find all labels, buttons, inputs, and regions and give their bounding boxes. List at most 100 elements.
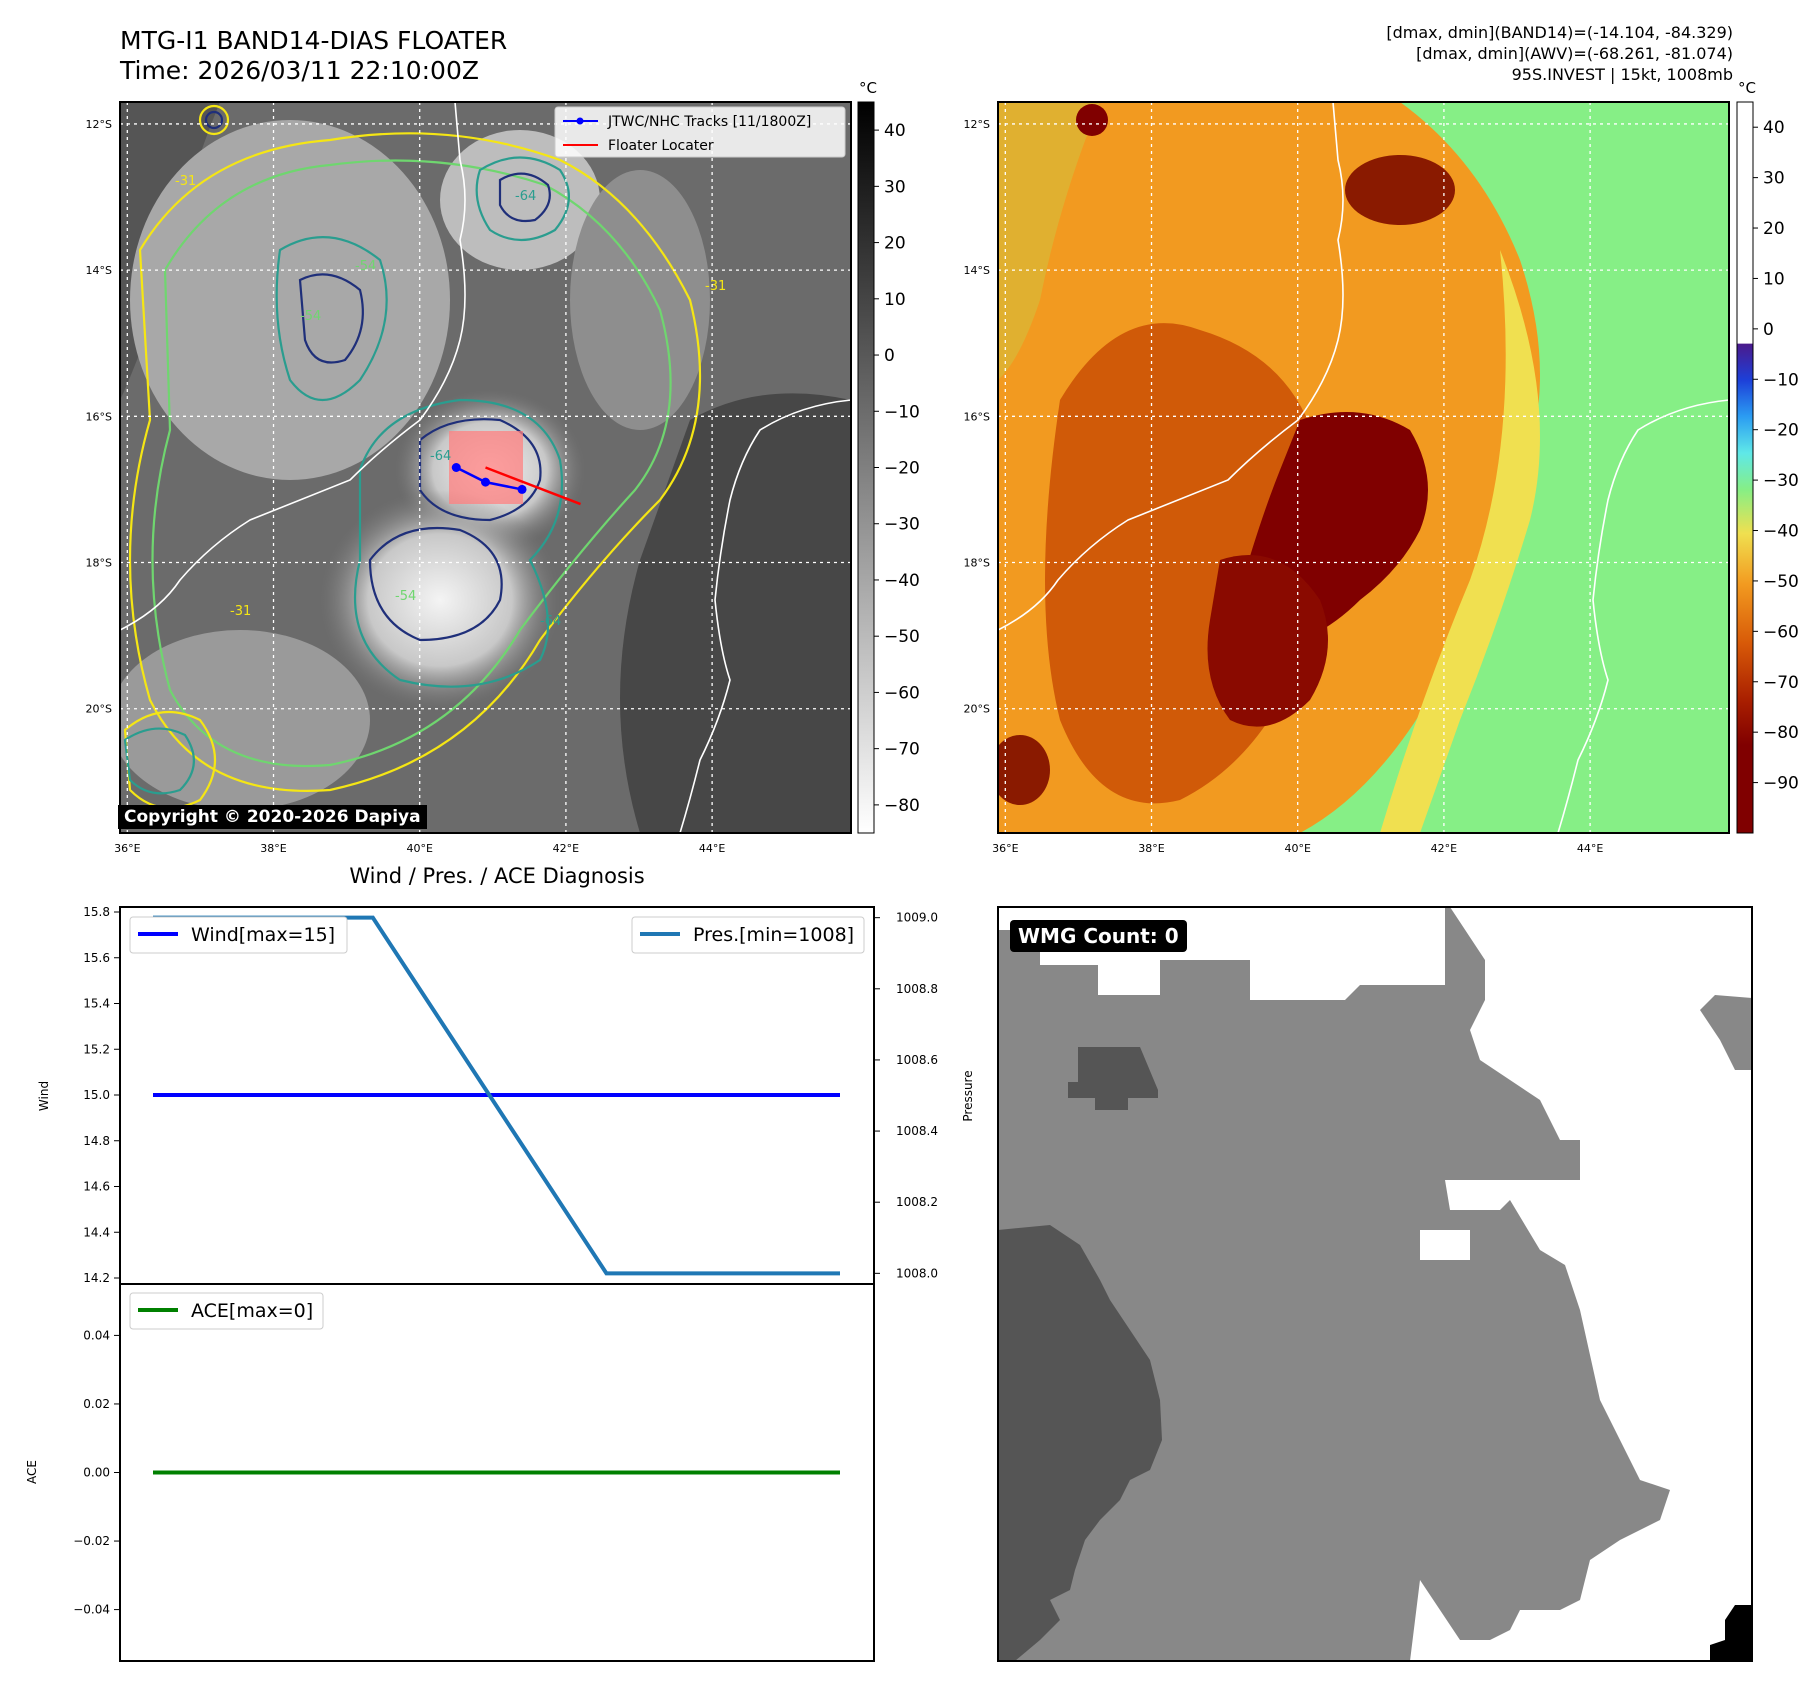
ir-colorbar-tick-label: −50 bbox=[884, 627, 920, 647]
wind-tick-label: 15.6 bbox=[83, 951, 110, 965]
jtwc-track-point bbox=[451, 463, 461, 472]
contour-navy-band bbox=[298, 273, 364, 364]
awv-nw-cell bbox=[1076, 104, 1108, 136]
awv-colorbar-tick-label: 20 bbox=[1763, 219, 1785, 239]
contour-nw-ring-inner bbox=[204, 110, 224, 130]
figure-title: MTG-I1 BAND14-DIAS FLOATER Time: 2026/03… bbox=[120, 26, 507, 86]
contour-teal-core bbox=[353, 398, 564, 688]
wmg-panel bbox=[997, 906, 1753, 1662]
awv-colorbar-tick-label: 10 bbox=[1763, 269, 1785, 289]
ir-cloud-south bbox=[320, 490, 560, 710]
ir-lat-label: 20°S bbox=[86, 703, 112, 716]
awv-lon-label: 44°E bbox=[1577, 842, 1603, 855]
ir-colorbar-tick-label: 10 bbox=[884, 290, 906, 310]
awv-colorbar bbox=[1736, 101, 1754, 834]
awv-colorbar-tick-label: −90 bbox=[1763, 774, 1799, 794]
ace-tick-label: −0.04 bbox=[73, 1603, 110, 1617]
contour-label: -54 bbox=[300, 309, 321, 324]
awv-sw-cell bbox=[998, 735, 1050, 805]
awv-map-panel: 12°S 14°S 16°S 18°S 20°S 36°E 38°E 40°E 42°E 44°E… bbox=[964, 79, 1799, 855]
contour-navy-south bbox=[368, 526, 503, 642]
contour-yellow-main bbox=[128, 132, 702, 792]
wmg-white-patch bbox=[1420, 1230, 1470, 1260]
ir-lat-label: 12°S bbox=[86, 118, 112, 131]
ir-lon-label: 42°E bbox=[553, 842, 579, 855]
pressure-tick-label: 1008.4 bbox=[896, 1124, 938, 1138]
ir-colorbar-tick-label: −20 bbox=[884, 459, 920, 479]
awv-frame bbox=[997, 101, 1730, 834]
ir-cloud-north-cell bbox=[440, 130, 600, 270]
jtwc-track-point bbox=[517, 484, 527, 494]
contour-teal-band bbox=[275, 236, 388, 402]
pressure-tick-label: 1008.2 bbox=[896, 1195, 938, 1209]
ir-colorbar-tick-label: −80 bbox=[884, 796, 920, 816]
ir-cloud-band-north bbox=[130, 120, 450, 480]
ace-tick-label: 0.00 bbox=[83, 1466, 110, 1480]
contour-label: -54 bbox=[395, 589, 416, 604]
awv-lat-label: 20°S bbox=[964, 703, 990, 716]
ir-clear-east bbox=[620, 393, 851, 833]
awv-colorbar-unit: °C bbox=[1738, 79, 1756, 97]
wmg-frame bbox=[997, 906, 1753, 1662]
pressure-tick-label: 1008.8 bbox=[896, 982, 938, 996]
wind-legend-label: Wind[max=15] bbox=[191, 924, 335, 946]
ir-colorbar-tick-label: 30 bbox=[884, 177, 906, 197]
ir-colorbar-tick-label: −60 bbox=[884, 683, 920, 703]
pressure-axis-label: Pressure bbox=[961, 1070, 975, 1121]
diagnosis-panel: 15.8 15.6 15.4 15.2 15.0 14.8 14.6 14.4 14.2 1009… bbox=[25, 905, 975, 1662]
wmg-dark-region-north bbox=[1068, 1047, 1158, 1110]
ir-coastline-west bbox=[120, 102, 466, 631]
ace-tick-label: 0.04 bbox=[83, 1328, 110, 1342]
contour-label: -31 bbox=[175, 174, 196, 189]
awv-colorbar-tick-label: −80 bbox=[1763, 723, 1799, 743]
awv-colorbar-tick-label: 30 bbox=[1763, 169, 1785, 189]
contour-navy-north bbox=[498, 172, 551, 223]
awv-lat-label: 12°S bbox=[964, 118, 990, 131]
ir-legend: JTWC/NHC Tracks [11/1800Z] Floater Locat… bbox=[554, 106, 846, 158]
wmg-ne-patch bbox=[1700, 995, 1752, 1070]
contour-label: -64 bbox=[540, 614, 561, 629]
awv-colorbar-tick-label: 40 bbox=[1763, 118, 1785, 138]
ir-lat-label: 16°S bbox=[86, 410, 112, 423]
ir-map-panel: -31 -54 -64 -31 -54 -64 -31 -54 -64 12°S 14°S 16°S… bbox=[86, 79, 920, 855]
ir-colorbar-tick-label: −40 bbox=[884, 571, 920, 591]
wind-tick-label: 14.6 bbox=[83, 1180, 110, 1194]
ace-tick-label: −0.02 bbox=[73, 1534, 110, 1548]
awv-lon-label: 36°E bbox=[992, 842, 1018, 855]
wmg-dark-region-west bbox=[998, 1225, 1162, 1661]
ir-colorbar-tick-label: 0 bbox=[884, 346, 895, 366]
wmg-mid-region bbox=[998, 907, 1670, 1661]
wmg-count-badge: WMG Count: 0 bbox=[1010, 920, 1187, 952]
diagnosis-title: Wind / Pres. / ACE Diagnosis bbox=[349, 864, 645, 888]
legend-track-label: JTWC/NHC Tracks [11/1800Z] bbox=[607, 114, 811, 130]
ir-colorbar-tick-label: 20 bbox=[884, 234, 906, 254]
wind-tick-label: 14.4 bbox=[83, 1225, 110, 1239]
jtwc-track-point bbox=[481, 477, 490, 487]
ir-coastline-madagascar bbox=[679, 399, 851, 833]
awv-colorbar-tick-label: 0 bbox=[1763, 320, 1774, 340]
pressure-tick-label: 1009.0 bbox=[896, 911, 938, 925]
title-line-1: MTG-I1 BAND14-DIAS FLOATER bbox=[120, 26, 508, 55]
wind-tick-label: 15.0 bbox=[83, 1088, 110, 1102]
info-line-2: [dmax, dmin](AWV)=(-68.261, -81.074) bbox=[1416, 44, 1733, 63]
awv-lon-label: 38°E bbox=[1138, 842, 1164, 855]
wind-axis-label: Wind bbox=[37, 1081, 51, 1111]
awv-colorbar-tick-label: −60 bbox=[1763, 622, 1799, 642]
copyright-badge: Copyright © 2020-2026 Dapiya bbox=[118, 805, 427, 829]
awv-colorbar-tick-label: −40 bbox=[1763, 522, 1799, 542]
ir-lon-label: 40°E bbox=[406, 842, 432, 855]
info-line-1: [dmax, dmin](BAND14)=(-14.104, -84.329) bbox=[1386, 23, 1733, 42]
awv-lon-label: 40°E bbox=[1284, 842, 1310, 855]
floater-locator-line bbox=[485, 466, 581, 506]
wind-tick-label: 15.2 bbox=[83, 1042, 110, 1056]
wind-tick-label: 15.8 bbox=[83, 905, 110, 919]
ace-axis-label: ACE bbox=[25, 1460, 39, 1484]
ir-lon-label: 36°E bbox=[114, 842, 140, 855]
figure-info: [dmax, dmin](BAND14)=(-14.104, -84.329) … bbox=[1386, 22, 1733, 85]
contour-green-main bbox=[151, 159, 672, 768]
contour-label: -64 bbox=[430, 449, 451, 464]
awv-lat-label: 14°S bbox=[964, 264, 990, 277]
legend-locator-label: Floater Locater bbox=[608, 138, 714, 154]
pressure-tick-label: 1008.0 bbox=[896, 1266, 938, 1280]
